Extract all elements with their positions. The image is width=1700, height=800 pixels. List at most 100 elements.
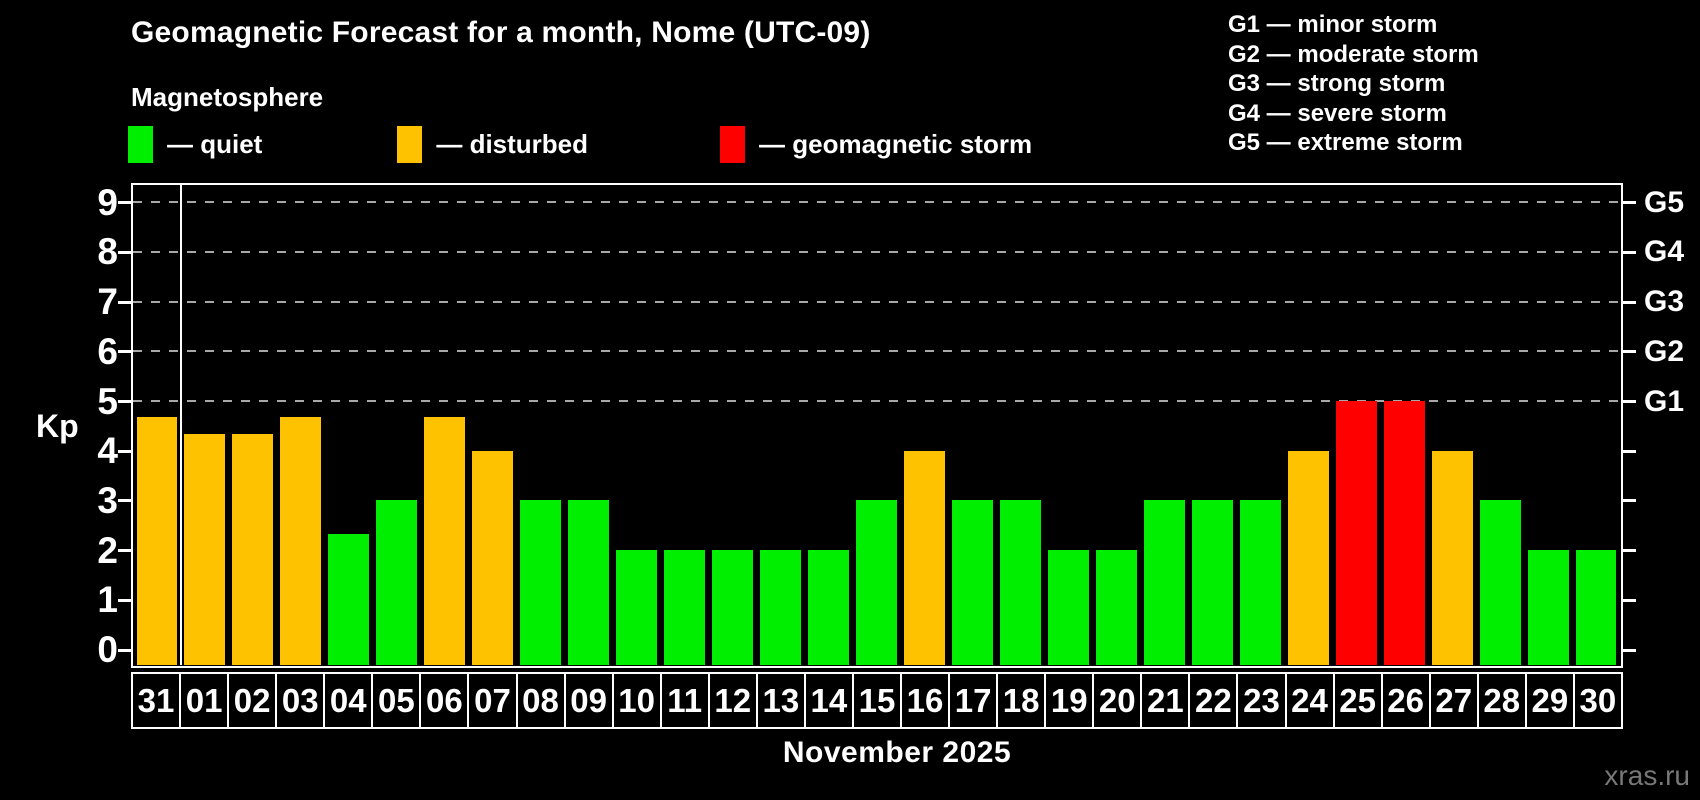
x-axis-day-cell-30: 30 xyxy=(1579,681,1617,719)
right-axis-label-g4: G4 xyxy=(1644,235,1685,269)
y-tick-left-4 xyxy=(118,449,131,453)
x-axis-day-cell-27: 27 xyxy=(1431,674,1479,727)
x-axis-day-cell-07: 07 xyxy=(469,674,518,727)
bar-day-25 xyxy=(1335,401,1377,665)
y-tick-label-1: 1 xyxy=(97,579,118,621)
bar-day-19 xyxy=(1047,550,1089,665)
x-axis-day-cell-23: 23 xyxy=(1238,674,1287,727)
x-axis-day-cell-26: 26 xyxy=(1383,674,1431,727)
quiet-color-swatch xyxy=(128,125,153,163)
disturbed-color-swatch xyxy=(397,125,423,163)
x-axis-day-cell-19: 19 xyxy=(1046,674,1095,727)
x-axis-day-cell-03: 03 xyxy=(277,674,326,727)
x-axis-day-cell-02: 02 xyxy=(229,674,278,727)
y-tick-label-4: 4 xyxy=(97,430,118,472)
bar-day-13 xyxy=(760,550,802,665)
x-axis-day-cell-12: 12 xyxy=(710,674,758,727)
bar-day-29 xyxy=(1527,550,1569,665)
bar-day-01 xyxy=(184,434,226,665)
x-axis-day-cell-24: 24 xyxy=(1287,674,1335,727)
y-tick-label-7: 7 xyxy=(97,281,118,323)
y-tick-left-3 xyxy=(118,499,131,503)
legend-label-disturbed: — disturbed xyxy=(436,128,589,159)
bar-day-05 xyxy=(376,500,418,665)
bar-day-17 xyxy=(951,500,993,665)
bar-day-24 xyxy=(1287,450,1329,665)
y-tick-left-7 xyxy=(118,300,131,304)
x-axis-day-cell-01: 01 xyxy=(181,674,230,727)
storm-color-swatch xyxy=(720,125,746,163)
x-axis-day-cell-18: 18 xyxy=(998,674,1047,727)
x-axis-day-cell-11: 11 xyxy=(662,674,710,727)
legend: — quiet — disturbed — geomagnetic storm xyxy=(128,124,1032,164)
chart-title: Geomagnetic Forecast for a month, Nome (… xyxy=(131,16,871,49)
bar-day-02 xyxy=(232,434,274,665)
y-tick-left-5 xyxy=(118,400,131,403)
bar-day-04 xyxy=(328,533,370,665)
y-tick-left-2 xyxy=(118,549,131,553)
x-axis-day-cell-13: 13 xyxy=(758,674,806,727)
y-tick-label-9: 9 xyxy=(97,181,118,223)
bar-day-12 xyxy=(712,550,754,665)
x-axis-day-cell-28: 28 xyxy=(1479,674,1527,727)
y-tick-label-0: 0 xyxy=(97,629,118,670)
y-axis-title: Kp xyxy=(36,408,79,444)
x-axis-day-cell-06: 06 xyxy=(421,674,470,727)
gridline-kp5 xyxy=(133,400,1620,402)
bar-day-30 xyxy=(1575,550,1617,665)
gridline-kp8 xyxy=(133,250,1620,253)
bar-day-18 xyxy=(999,500,1041,665)
x-axis-day-cell-05: 05 xyxy=(373,674,422,727)
legend-item-storm: — geomagnetic storm xyxy=(720,125,1033,163)
watermark: xras.ru xyxy=(1604,760,1690,791)
x-axis-day-cell-14: 14 xyxy=(806,674,854,727)
legend-label-storm: — geomagnetic storm xyxy=(759,128,1033,159)
bar-day-08 xyxy=(520,500,562,665)
y-tick-left-8 xyxy=(118,250,131,254)
legend-item-quiet: — quiet xyxy=(128,125,262,163)
y-tick-right-4 xyxy=(1623,449,1636,453)
y-tick-label-5: 5 xyxy=(97,380,118,422)
bar-day-21 xyxy=(1143,500,1185,665)
y-tick-label-2: 2 xyxy=(97,529,118,571)
x-axis-day-cell-20: 20 xyxy=(1094,674,1143,727)
bar-day-09 xyxy=(568,500,610,665)
right-axis-label-g2: G2 xyxy=(1644,334,1685,368)
bar-day-15 xyxy=(856,500,897,665)
bar-day-16 xyxy=(903,450,945,665)
y-tick-right-2 xyxy=(1623,549,1636,553)
y-tick-label-6: 6 xyxy=(97,330,118,372)
y-tick-right-8 xyxy=(1623,250,1636,254)
right-axis-label-g1: G1 xyxy=(1644,384,1685,418)
storm-scale-line-g2: G2 — moderate storm xyxy=(1228,40,1479,68)
plot-frame xyxy=(131,183,1623,668)
x-axis-day-cell-22: 22 xyxy=(1190,674,1239,727)
y-tick-right-9 xyxy=(1623,201,1636,205)
bar-day-28 xyxy=(1479,500,1521,665)
y-tick-left-9 xyxy=(118,201,131,205)
x-axis-day-cell-04: 04 xyxy=(325,674,374,727)
y-tick-left-1 xyxy=(118,598,131,602)
storm-scale-line-g3: G3 — strong storm xyxy=(1228,70,1446,97)
legend-item-disturbed: — disturbed xyxy=(397,125,589,163)
x-axis-day-cell-15: 15 xyxy=(854,674,902,727)
x-axis-day-cell-25: 25 xyxy=(1335,674,1383,727)
storm-scale-line-g1: G1 — minor storm xyxy=(1228,11,1438,38)
y-tick-right-1 xyxy=(1623,598,1636,602)
x-axis-day-cell-21: 21 xyxy=(1142,674,1191,727)
x-axis-day-cell-08: 08 xyxy=(518,674,566,727)
x-axis-day-cell-09: 09 xyxy=(566,674,614,727)
x-axis-day-cell-17: 17 xyxy=(950,674,999,727)
x-axis-day-cell-10: 10 xyxy=(614,674,662,727)
y-tick-left-0 xyxy=(118,648,131,652)
chart-subtitle: Magnetosphere xyxy=(131,82,324,112)
bar-day-03 xyxy=(280,417,322,665)
gridline-kp9 xyxy=(133,201,1620,204)
storm-scale-line-g4: G4 — severe storm xyxy=(1228,99,1447,127)
bar-day-27 xyxy=(1431,450,1473,665)
y-tick-right-5 xyxy=(1623,400,1636,403)
gridline-kp6 xyxy=(133,350,1620,353)
storm-scale-legend: G1 — minor storm G2 — moderate storm G3 — … xyxy=(1228,10,1479,158)
y-tick-right-0 xyxy=(1623,648,1636,652)
bar-day-26 xyxy=(1383,401,1425,665)
